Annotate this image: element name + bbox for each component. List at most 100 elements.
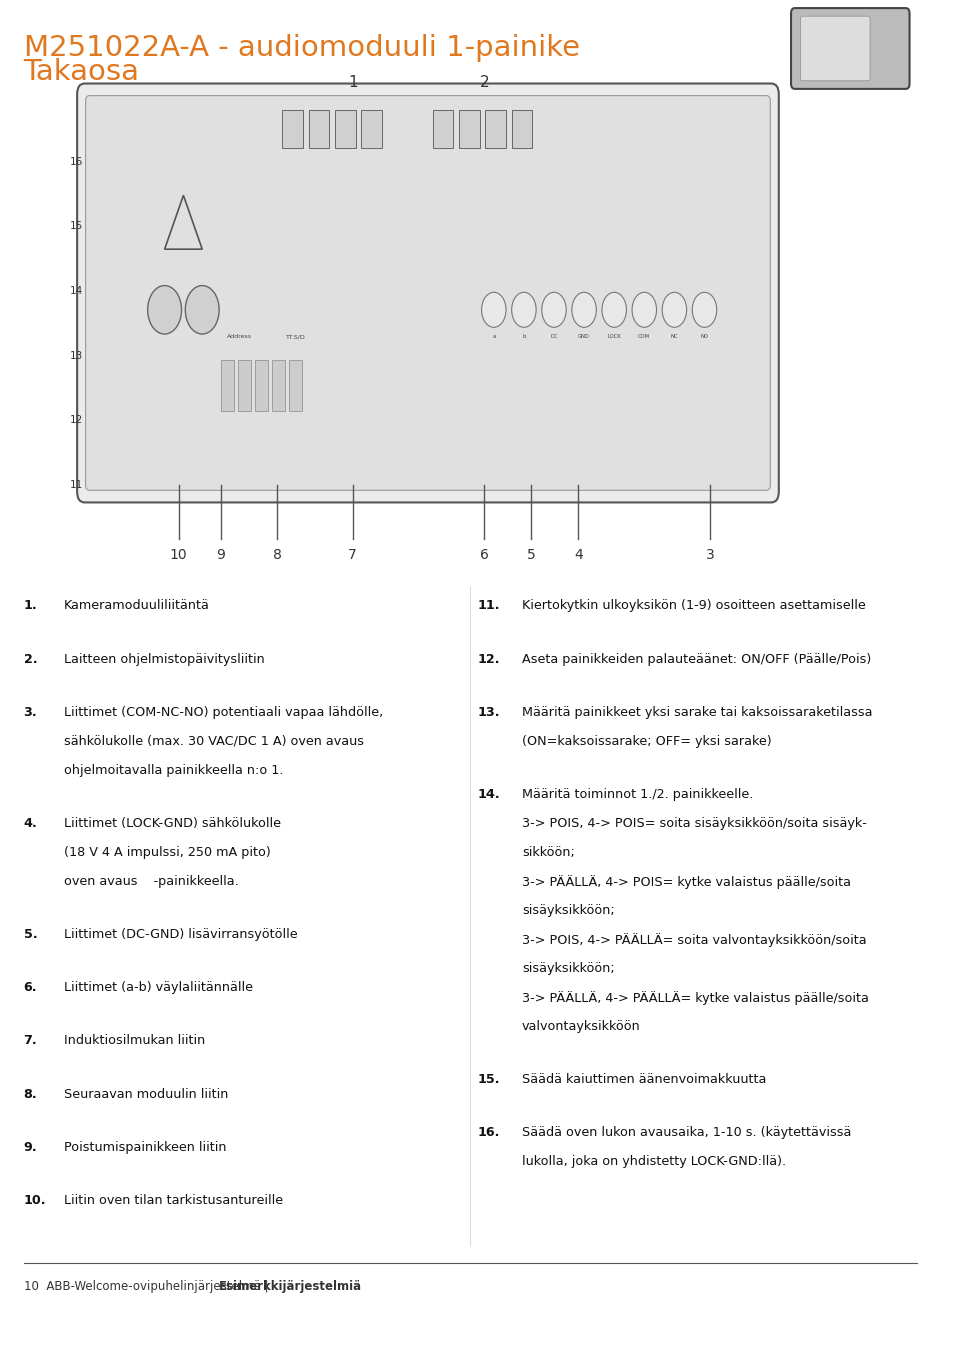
Text: 3-> POIS, 4-> PÄÄLLÄ= soita valvontayksikköön/soita: 3-> POIS, 4-> PÄÄLLÄ= soita valvontayksi… bbox=[522, 932, 867, 947]
Text: 12.: 12. bbox=[478, 652, 500, 665]
Text: Aseta painikkeiden palauteäänet: ON/OFF (Päälle/Pois): Aseta painikkeiden palauteäänet: ON/OFF … bbox=[522, 652, 872, 665]
Text: Säädä oven lukon avausaika, 1-10 s. (käytettävissä: Säädä oven lukon avausaika, 1-10 s. (käy… bbox=[522, 1126, 852, 1140]
Text: Liitin oven tilan tarkistusantureille: Liitin oven tilan tarkistusantureille bbox=[64, 1193, 283, 1207]
Text: 5.: 5. bbox=[23, 928, 37, 942]
Text: 10: 10 bbox=[170, 548, 187, 562]
Text: sisäyksikköön;: sisäyksikköön; bbox=[522, 904, 614, 917]
Text: 8.: 8. bbox=[23, 1087, 37, 1100]
Text: Liittimet (COM-NC-NO) potentiaali vapaa lähdölle,: Liittimet (COM-NC-NO) potentiaali vapaa … bbox=[64, 706, 383, 719]
Text: ohjelmoitavalla painikkeella n:o 1.: ohjelmoitavalla painikkeella n:o 1. bbox=[64, 764, 283, 777]
Circle shape bbox=[512, 292, 536, 327]
Text: 7: 7 bbox=[348, 548, 357, 562]
Text: 3.: 3. bbox=[23, 706, 37, 719]
Text: 15.: 15. bbox=[478, 1072, 500, 1086]
Text: Liittimet (a-b) väylaliitännälle: Liittimet (a-b) väylaliitännälle bbox=[64, 981, 252, 994]
Text: Seuraavan moduulin liitin: Seuraavan moduulin liitin bbox=[64, 1087, 228, 1100]
Text: 16: 16 bbox=[69, 156, 83, 167]
Text: b: b bbox=[522, 334, 525, 339]
Bar bbox=[282, 110, 302, 148]
Circle shape bbox=[482, 292, 506, 327]
Text: 3-> PÄÄLLÄ, 4-> POIS= kytke valaistus päälle/soita: 3-> PÄÄLLÄ, 4-> POIS= kytke valaistus pä… bbox=[522, 876, 851, 889]
Text: a: a bbox=[492, 334, 495, 339]
Text: sikköön;: sikköön; bbox=[522, 846, 575, 859]
Circle shape bbox=[662, 292, 686, 327]
Polygon shape bbox=[164, 195, 203, 249]
Text: COM: COM bbox=[638, 334, 650, 339]
Text: 15: 15 bbox=[69, 221, 83, 232]
Text: Induktiosilmukan liitin: Induktiosilmukan liitin bbox=[64, 1034, 205, 1048]
FancyBboxPatch shape bbox=[77, 84, 779, 502]
Text: 3-> PÄÄLLÄ, 4-> PÄÄLLÄ= kytke valaistus päälle/soita: 3-> PÄÄLLÄ, 4-> PÄÄLLÄ= kytke valaistus … bbox=[522, 991, 869, 1005]
Text: Liittimet (DC-GND) lisävirransyötölle: Liittimet (DC-GND) lisävirransyötölle bbox=[64, 928, 298, 942]
Text: valvontayksikköön: valvontayksikköön bbox=[522, 1020, 640, 1033]
Text: 1.: 1. bbox=[23, 599, 37, 613]
Bar bbox=[272, 360, 285, 411]
Text: 11: 11 bbox=[69, 480, 83, 490]
Text: 9: 9 bbox=[217, 548, 226, 562]
Text: 10  ABB-Welcome-ovipuhelinjärjestelmä |: 10 ABB-Welcome-ovipuhelinjärjestelmä | bbox=[23, 1280, 272, 1293]
Text: Takaosa: Takaosa bbox=[23, 58, 139, 86]
Circle shape bbox=[632, 292, 657, 327]
Circle shape bbox=[185, 286, 219, 334]
Text: 3: 3 bbox=[706, 548, 714, 562]
Text: (ON=kaksoissarake; OFF= yksi sarake): (ON=kaksoissarake; OFF= yksi sarake) bbox=[522, 734, 772, 748]
Text: 2.: 2. bbox=[23, 652, 37, 665]
Text: 6.: 6. bbox=[23, 981, 37, 994]
Bar bbox=[308, 110, 329, 148]
Text: 9.: 9. bbox=[23, 1141, 37, 1154]
Text: lukolla, joka on yhdistetty LOCK-GND:llä).: lukolla, joka on yhdistetty LOCK-GND:llä… bbox=[522, 1156, 786, 1168]
Text: 12: 12 bbox=[69, 415, 83, 426]
Text: M251022A-A - audiomoduuli 1-painike: M251022A-A - audiomoduuli 1-painike bbox=[23, 34, 580, 62]
Text: Kiertokytkin ulkoyksikön (1-9) osoitteen asettamiselle: Kiertokytkin ulkoyksikön (1-9) osoitteen… bbox=[522, 599, 866, 613]
Text: Poistumispainikkeen liitin: Poistumispainikkeen liitin bbox=[64, 1141, 227, 1154]
Text: 4: 4 bbox=[574, 548, 583, 562]
Text: NO: NO bbox=[701, 334, 708, 339]
Text: (18 V 4 A impulssi, 250 mA pito): (18 V 4 A impulssi, 250 mA pito) bbox=[64, 846, 271, 859]
Text: 5: 5 bbox=[527, 548, 536, 562]
Circle shape bbox=[602, 292, 627, 327]
Text: 14: 14 bbox=[69, 286, 83, 296]
Text: 14.: 14. bbox=[478, 788, 500, 801]
FancyBboxPatch shape bbox=[801, 16, 870, 81]
Text: Määritä toiminnot 1./2. painikkeelle.: Määritä toiminnot 1./2. painikkeelle. bbox=[522, 788, 754, 801]
Bar bbox=[361, 110, 382, 148]
Text: 7.: 7. bbox=[23, 1034, 37, 1048]
Text: Kameramoduuliliitäntä: Kameramoduuliliitäntä bbox=[64, 599, 210, 613]
Text: TT.S/D: TT.S/D bbox=[286, 334, 306, 339]
Bar bbox=[512, 110, 533, 148]
Bar bbox=[459, 110, 480, 148]
Circle shape bbox=[148, 286, 181, 334]
Text: 10.: 10. bbox=[23, 1193, 46, 1207]
Circle shape bbox=[541, 292, 566, 327]
Text: Laitteen ohjelmistopäivitysliitin: Laitteen ohjelmistopäivitysliitin bbox=[64, 652, 265, 665]
Text: 11.: 11. bbox=[478, 599, 500, 613]
Bar bbox=[433, 110, 453, 148]
Text: GND: GND bbox=[578, 334, 590, 339]
Text: 4.: 4. bbox=[23, 816, 37, 830]
Text: Säädä kaiuttimen äänenvoimakkuutta: Säädä kaiuttimen äänenvoimakkuutta bbox=[522, 1072, 766, 1086]
Text: 13: 13 bbox=[69, 350, 83, 361]
Bar bbox=[486, 110, 506, 148]
Circle shape bbox=[572, 292, 596, 327]
Text: 2: 2 bbox=[480, 75, 490, 90]
Text: sisäyksikköön;: sisäyksikköön; bbox=[522, 962, 614, 975]
Text: Määritä painikkeet yksi sarake tai kaksoissaraketilassa: Määritä painikkeet yksi sarake tai kakso… bbox=[522, 706, 873, 719]
Text: 8: 8 bbox=[273, 548, 282, 562]
Text: Address: Address bbox=[228, 334, 252, 339]
Text: LOCK: LOCK bbox=[608, 334, 621, 339]
Text: Liittimet (LOCK-GND) sähkölukolle: Liittimet (LOCK-GND) sähkölukolle bbox=[64, 816, 281, 830]
FancyBboxPatch shape bbox=[85, 96, 770, 490]
Bar bbox=[255, 360, 268, 411]
Bar bbox=[289, 360, 302, 411]
FancyBboxPatch shape bbox=[791, 8, 909, 89]
Text: 1: 1 bbox=[348, 75, 357, 90]
Text: 6: 6 bbox=[480, 548, 489, 562]
Text: 16.: 16. bbox=[478, 1126, 500, 1140]
Circle shape bbox=[692, 292, 717, 327]
Text: 3-> POIS, 4-> POIS= soita sisäyksikköön/soita sisäyk-: 3-> POIS, 4-> POIS= soita sisäyksikköön/… bbox=[522, 816, 867, 830]
Text: Esimerkkijärjestelmiä: Esimerkkijärjestelmiä bbox=[219, 1280, 362, 1293]
Bar bbox=[335, 110, 355, 148]
Text: oven avaus    -painikkeella.: oven avaus -painikkeella. bbox=[64, 876, 239, 888]
Text: 13.: 13. bbox=[478, 706, 500, 719]
Text: sähkölukolle (max. 30 VAC/DC 1 A) oven avaus: sähkölukolle (max. 30 VAC/DC 1 A) oven a… bbox=[64, 734, 364, 748]
